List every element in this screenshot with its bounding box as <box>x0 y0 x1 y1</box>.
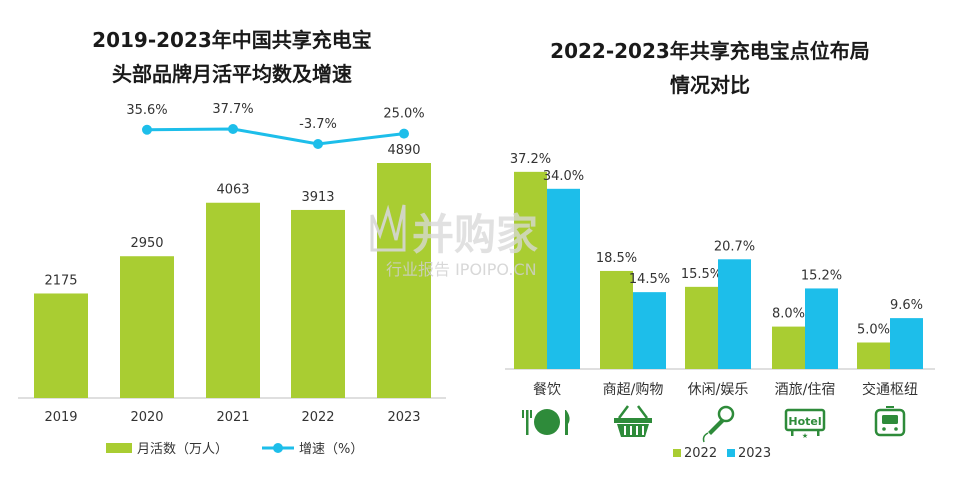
watermark-logo-icon <box>370 204 406 252</box>
bar-value-label: 5.0% <box>857 323 890 338</box>
bar-value-label: 2950 <box>130 236 163 251</box>
left-chart-title-line-1: 2019-2023年中国共享充电宝 <box>92 28 372 52</box>
bar-2022 <box>291 209 345 398</box>
bar-value-label: 4063 <box>216 183 249 198</box>
x-tick-label: 2021 <box>216 410 249 425</box>
category-label: 商超/购物 <box>603 382 664 398</box>
bar-2023-2 <box>718 259 751 369</box>
bar-value-label: 14.5% <box>629 272 670 287</box>
bar-value-label: 37.2% <box>510 152 551 167</box>
bar-2021 <box>206 202 260 398</box>
growth-label: 25.0% <box>383 107 424 122</box>
microphone-icon <box>702 405 735 443</box>
hotel-icon: Hotel ★ <box>784 408 826 440</box>
bar-2023-1 <box>633 292 666 369</box>
svg-text:★: ★ <box>802 432 808 440</box>
growth-point <box>399 128 409 139</box>
bar-2022-0 <box>514 171 547 369</box>
watermark-main: 并购家 <box>412 210 538 259</box>
legend-2023-swatch <box>727 449 735 457</box>
shopping-basket-icon <box>614 405 652 437</box>
bar-2019 <box>34 293 88 398</box>
bar-2023 <box>377 163 431 398</box>
dining-icon <box>522 409 570 435</box>
bar-2023-0 <box>547 188 580 369</box>
hotel-icon-text: Hotel <box>788 415 821 428</box>
right-chart-title-line-1: 2022-2023年共享充电宝点位布局 <box>550 39 870 63</box>
x-tick-label: 2020 <box>130 410 163 425</box>
bar-value-label: 15.5% <box>681 267 722 282</box>
bar-2020 <box>120 256 174 398</box>
bar-value-label: 9.6% <box>890 298 923 313</box>
x-tick-label: 2022 <box>301 410 334 425</box>
bar-2022-2 <box>685 286 718 369</box>
legend-bar-label: 月活数（万人） <box>137 442 228 457</box>
x-tick-label: 2023 <box>387 410 420 425</box>
legend-2022-swatch <box>673 449 681 457</box>
left-chart: 2175 2019 2950 2020 4063 2021 3913 2022 4890 2023… <box>18 102 446 457</box>
legend-2022-label: 2022 <box>684 446 717 461</box>
bar-value-label: 34.0% <box>543 169 584 184</box>
legend-bar-swatch <box>106 443 132 453</box>
bar-value-label: 20.7% <box>714 239 755 254</box>
growth-label: 37.7% <box>212 102 253 117</box>
bar-2023-3 <box>805 288 838 369</box>
legend-line-label: 增速（%） <box>299 442 363 457</box>
watermark-sub: 行业报告 IPOIPO.CN <box>386 260 537 279</box>
bar-2022-3 <box>772 326 805 369</box>
bar-value-label: 15.2% <box>801 268 842 283</box>
growth-label: 35.6% <box>126 103 167 118</box>
left-chart-title-line-2: 头部品牌月活平均数及增速 <box>112 62 352 86</box>
growth-point <box>313 139 323 149</box>
legend-2023-label: 2023 <box>738 446 771 461</box>
legend-line-marker <box>273 443 283 453</box>
watermark: 并购家 行业报告 IPOIPO.CN <box>370 204 538 279</box>
category-label: 餐饮 <box>533 382 561 398</box>
category-label: 酒旅/住宿 <box>775 381 836 398</box>
right-chart-title-line-2: 情况对比 <box>670 73 750 97</box>
growth-label: -3.7% <box>299 117 337 132</box>
growth-point <box>228 124 238 134</box>
category-label: 休闲/娱乐 <box>688 382 749 398</box>
bar-2023-4 <box>890 318 923 369</box>
growth-point <box>142 124 152 135</box>
bar-value-label: 18.5% <box>596 251 637 266</box>
x-tick-label: 2019 <box>44 410 77 425</box>
train-icon <box>874 406 906 437</box>
category-label: 交通枢纽 <box>862 381 918 398</box>
bar-2022-1 <box>600 270 633 369</box>
bar-2022-4 <box>857 342 890 369</box>
bar-value-label: 2175 <box>44 273 77 288</box>
growth-line <box>146 127 405 146</box>
bar-value-label: 4890 <box>387 143 420 158</box>
bar-value-label: 8.0% <box>772 307 805 322</box>
right-chart: 37.2% 34.0% 餐饮 18.5% 14.5% 商超/购物 15.5% 20.7% 休闲/… <box>505 152 935 461</box>
bar-value-label: 3913 <box>301 190 334 205</box>
